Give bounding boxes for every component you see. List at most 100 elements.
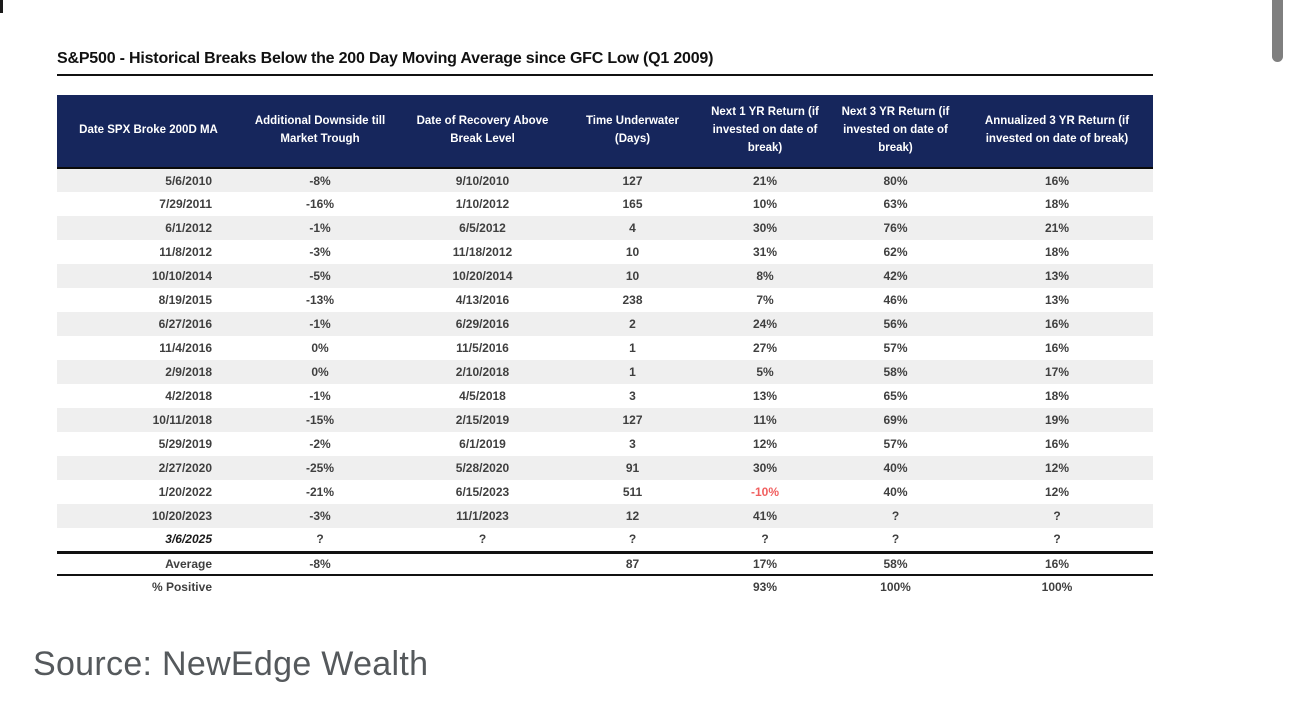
cell: 63%: [883, 197, 908, 211]
column-header: Date SPX Broke 200D MA: [57, 95, 240, 169]
cell: 30%: [752, 461, 778, 475]
table-row: 3/6/2025??????: [57, 528, 1153, 552]
cell: 80%: [883, 173, 908, 188]
cell: 2/27/2020: [158, 461, 212, 475]
cell: 5/29/2019: [158, 437, 212, 451]
cell: 0%: [311, 341, 329, 355]
column-header: Next 1 YR Return (if invested on date of…: [700, 95, 830, 169]
cell: 40%: [883, 461, 908, 475]
cell: 6/5/2012: [459, 221, 506, 235]
header-row: Date SPX Broke 200D MA Additional Downsid…: [57, 95, 1153, 169]
cell: 0%: [311, 365, 329, 379]
summary-cell: 93%: [752, 580, 778, 594]
cell: 27%: [752, 341, 778, 355]
table-header: Date SPX Broke 200D MA Additional Downsid…: [57, 95, 1153, 169]
table-row: 6/1/2012 -1% 6/5/2012 4 30% 76% 21%: [57, 216, 1153, 240]
summary-cell: [400, 552, 565, 575]
cell: 3: [629, 437, 636, 451]
summary-cell: 16%: [1044, 556, 1070, 571]
cell: -3%: [309, 509, 331, 523]
cell: 2/15/2019: [455, 413, 510, 427]
cell: 1: [629, 365, 636, 379]
cell: ?: [478, 532, 487, 547]
cell: 46%: [883, 293, 908, 307]
cell: 10%: [752, 197, 778, 211]
summary-cell: 87: [625, 556, 640, 571]
cell: 5/28/2020: [455, 461, 510, 475]
table-row: 10/11/2018 -15% 2/15/2019 127 11% 69% 19%: [57, 408, 1153, 432]
cell: 10/11/2018: [152, 413, 212, 427]
cell: 3: [629, 389, 636, 403]
cell: 31%: [752, 245, 778, 259]
cell: 21%: [1044, 221, 1070, 235]
cell: -10%: [750, 485, 779, 499]
cell: 11/1/2023: [456, 509, 509, 523]
cell: -3%: [309, 245, 331, 259]
summary-cell: 17%: [752, 556, 778, 571]
column-header: Next 3 YR Return (if invested on date of…: [830, 95, 961, 169]
vertical-scrollbar-thumb[interactable]: [1272, 0, 1283, 62]
table-row: 5/29/2019 -2% 6/1/2019 3 12% 57% 16%: [57, 432, 1153, 456]
cell: 5/6/2010: [165, 173, 212, 188]
cell: 91: [625, 461, 640, 475]
cell: 18%: [1044, 389, 1070, 403]
table-row: 7/29/2011 -16% 1/10/2012 165 10% 63% 18%: [57, 192, 1153, 216]
cell: 12%: [1044, 485, 1070, 499]
cell: 57%: [883, 341, 908, 355]
cell: 10: [625, 245, 640, 259]
cell: 12: [625, 509, 640, 523]
table-row: 11/4/2016 0% 11/5/2016 1 27% 57% 16%: [57, 336, 1153, 360]
cell: 21%: [752, 173, 778, 188]
cell: 57%: [883, 437, 908, 451]
cell: ?: [628, 532, 637, 547]
cell: 17%: [1044, 365, 1070, 379]
table-row: 5/6/2010 -8% 9/10/2010 127 21% 80% 16%: [57, 168, 1153, 192]
cell: 6/15/2023: [455, 485, 510, 499]
report-content: S&P500 - Historical Breaks Below the 200…: [57, 50, 1153, 598]
cell: 238: [622, 293, 643, 307]
cell: 58%: [883, 365, 908, 379]
cell: 13%: [1044, 269, 1070, 283]
cell: 65%: [883, 389, 908, 403]
summary-cell: 100%: [1041, 580, 1073, 594]
table-row: 10/20/2023 -3% 11/1/2023 12 41%??: [57, 504, 1153, 528]
cell: 511: [622, 485, 643, 499]
cell: 24%: [752, 317, 778, 331]
table-row: 8/19/2015 -13% 4/13/2016 238 7% 46% 13%: [57, 288, 1153, 312]
cell: ?: [316, 532, 324, 547]
cell: 11/18/2012: [452, 245, 513, 259]
cell: 127: [622, 173, 643, 188]
table-row: 1/20/2022 -21% 6/15/2023 511 -10% 40% 12%: [57, 480, 1153, 504]
cell: 2/10/2018: [455, 365, 510, 379]
cell: 5%: [756, 365, 774, 379]
cell: -1%: [309, 389, 331, 403]
table-row: 11/8/2012 -3% 11/18/2012 10 31% 62% 18%: [57, 240, 1153, 264]
summary-cell: Average: [165, 556, 212, 571]
cell: 8%: [756, 269, 774, 283]
cell: 16%: [1044, 341, 1070, 355]
cell: 10: [625, 269, 640, 283]
cell: 12%: [752, 437, 778, 451]
cell: 165: [622, 197, 643, 211]
column-header: Date of Recovery Above Break Level: [400, 95, 565, 169]
summary-cell: -8%: [309, 556, 331, 571]
cell: 8/19/2015: [158, 293, 212, 307]
cell: 11/4/2016: [159, 341, 212, 355]
cell: -25%: [305, 461, 334, 475]
table-row: 2/9/2018 0% 2/10/2018 1 5% 58% 17%: [57, 360, 1153, 384]
cell: 12%: [1044, 461, 1070, 475]
cell: -16%: [305, 197, 334, 211]
cell: 1/20/2022: [158, 485, 212, 499]
cell: ?: [891, 532, 900, 547]
cell: 10/20/2023: [151, 509, 212, 523]
corner-artifact: [0, 0, 3, 13]
cell: 16%: [1044, 437, 1070, 451]
cell: 69%: [883, 413, 908, 427]
breaks-table: Date SPX Broke 200D MA Additional Downsid…: [57, 95, 1153, 598]
cell: 6/27/2016: [158, 317, 212, 331]
cell: 1: [629, 341, 636, 355]
cell: -1%: [309, 317, 331, 331]
cell: 18%: [1044, 197, 1070, 211]
cell: ?: [891, 509, 900, 523]
